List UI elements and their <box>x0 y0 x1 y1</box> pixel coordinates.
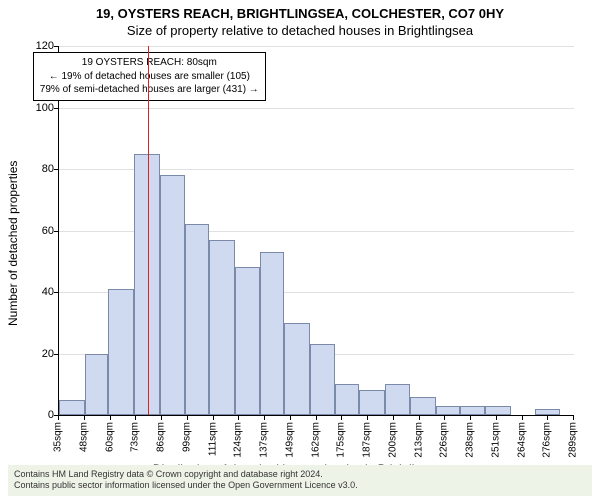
histogram-bar <box>284 323 310 415</box>
xtick-label: 264sqm <box>516 422 527 458</box>
annotation-box: 19 OYSTERS REACH: 80sqm← 19% of detached… <box>33 52 266 101</box>
ytick-label: 40 <box>24 286 54 298</box>
xtick-mark <box>110 416 111 420</box>
histogram-bar <box>335 384 359 415</box>
reference-line <box>148 46 149 415</box>
xtick-label: 48sqm <box>78 422 89 452</box>
ytick-mark <box>54 46 58 47</box>
ytick-label: 0 <box>24 409 54 421</box>
xtick-mark <box>444 416 445 420</box>
xtick-mark <box>393 416 394 420</box>
gridline <box>59 108 574 109</box>
xtick-label: 137sqm <box>259 422 270 458</box>
xtick-mark <box>290 416 291 420</box>
histogram-bar <box>108 289 134 415</box>
histogram-bar <box>160 175 186 415</box>
ytick-label: 120 <box>24 40 54 52</box>
histogram-bar <box>436 406 460 415</box>
xtick-label: 276sqm <box>542 422 553 458</box>
ytick-mark <box>54 354 58 355</box>
y-axis-label: Number of detached properties <box>6 161 20 326</box>
xtick-label: 111sqm <box>207 422 218 456</box>
histogram-bar <box>185 224 209 415</box>
xtick-label: 99sqm <box>181 422 192 452</box>
histogram-bar <box>310 344 336 415</box>
footer-attribution: Contains HM Land Registry data © Crown c… <box>8 465 592 496</box>
ytick-label: 60 <box>24 225 54 237</box>
histogram-bar <box>485 406 511 415</box>
xtick-mark <box>187 416 188 420</box>
xtick-mark <box>316 416 317 420</box>
xtick-label: 289sqm <box>568 422 579 458</box>
xtick-label: 35sqm <box>53 422 64 452</box>
ytick-mark <box>54 292 58 293</box>
xtick-label: 162sqm <box>310 422 321 458</box>
chart-container: 19, OYSTERS REACH, BRIGHTLINGSEA, COLCHE… <box>0 0 600 500</box>
histogram-bar <box>410 397 436 415</box>
ytick-mark <box>54 108 58 109</box>
ytick-label: 20 <box>24 348 54 360</box>
xtick-mark <box>341 416 342 420</box>
histogram-bar <box>359 390 385 415</box>
gridline <box>59 46 574 47</box>
xtick-label: 149sqm <box>284 422 295 458</box>
ytick-label: 80 <box>24 163 54 175</box>
xtick-mark <box>238 416 239 420</box>
xtick-label: 238sqm <box>465 422 476 458</box>
ytick-label: 100 <box>24 102 54 114</box>
annotation-line: ← 19% of detached houses are smaller (10… <box>40 70 259 84</box>
histogram-bar <box>535 409 561 415</box>
ytick-mark <box>54 231 58 232</box>
annotation-line: 79% of semi-detached houses are larger (… <box>40 83 259 97</box>
xtick-label: 251sqm <box>490 422 501 458</box>
title-line-1: 19, OYSTERS REACH, BRIGHTLINGSEA, COLCHE… <box>0 0 600 21</box>
histogram-bar <box>59 400 85 415</box>
ytick-mark <box>54 169 58 170</box>
xtick-mark <box>213 416 214 420</box>
histogram-bar <box>85 354 109 416</box>
histogram-bar <box>134 154 160 415</box>
xtick-label: 73sqm <box>130 422 141 452</box>
xtick-label: 187sqm <box>362 422 373 458</box>
xtick-mark <box>367 416 368 420</box>
xtick-mark <box>470 416 471 420</box>
histogram-bar <box>260 252 284 415</box>
annotation-line: 19 OYSTERS REACH: 80sqm <box>40 56 259 70</box>
xtick-mark <box>161 416 162 420</box>
xtick-label: 175sqm <box>336 422 347 458</box>
xtick-label: 200sqm <box>387 422 398 458</box>
footer-line-1: Contains HM Land Registry data © Crown c… <box>14 469 586 481</box>
xtick-mark <box>84 416 85 420</box>
xtick-mark <box>573 416 574 420</box>
xtick-mark <box>496 416 497 420</box>
xtick-mark <box>264 416 265 420</box>
xtick-mark <box>522 416 523 420</box>
xtick-mark <box>135 416 136 420</box>
xtick-label: 124sqm <box>233 422 244 458</box>
histogram-bar <box>385 384 411 415</box>
histogram-bar <box>235 267 261 415</box>
xtick-label: 86sqm <box>156 422 167 452</box>
xtick-label: 213sqm <box>413 422 424 458</box>
histogram-bar <box>209 240 235 415</box>
histogram-bar <box>460 406 486 415</box>
xtick-mark <box>419 416 420 420</box>
plot-area: 19 OYSTERS REACH: 80sqm← 19% of detached… <box>58 46 574 416</box>
xtick-mark <box>58 416 59 420</box>
title-line-2: Size of property relative to detached ho… <box>0 21 600 38</box>
xtick-mark <box>547 416 548 420</box>
xtick-label: 226sqm <box>439 422 450 458</box>
xtick-label: 60sqm <box>104 422 115 452</box>
footer-line-2: Contains public sector information licen… <box>14 480 586 492</box>
